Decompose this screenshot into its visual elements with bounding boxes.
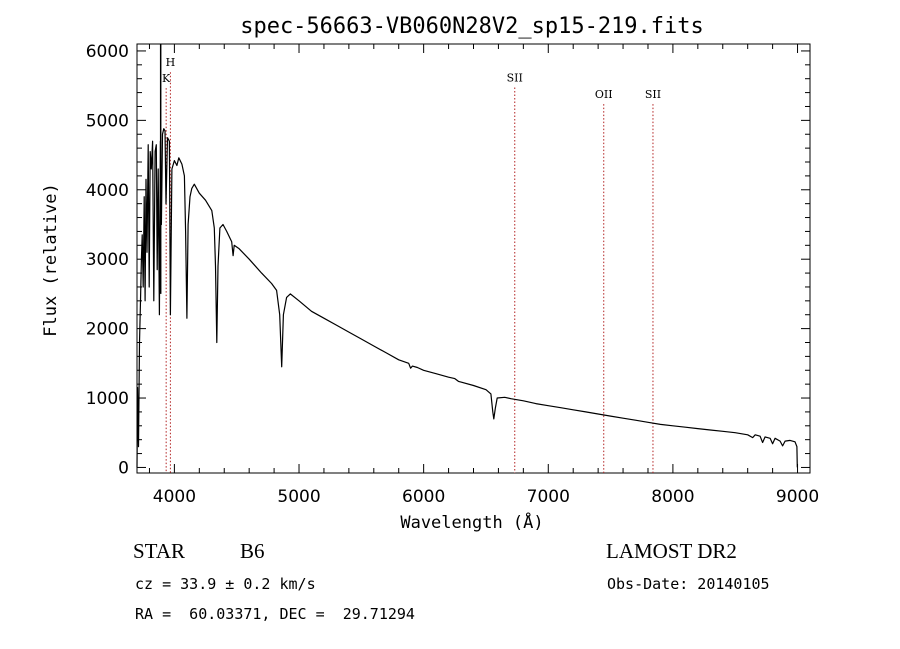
spectrum-line <box>136 128 798 468</box>
x-tick-label: 8000 <box>651 487 694 507</box>
y-tick-label: 5000 <box>86 111 129 131</box>
y-axis-label: Flux (relative) <box>41 183 61 337</box>
x-axis-label: Wavelength (Å) <box>400 511 543 533</box>
survey-label: LAMOST DR2 <box>606 539 737 563</box>
x-tick-label: 4000 <box>153 487 196 507</box>
y-tick-label: 3000 <box>86 250 129 270</box>
coordinates-text: RA = 60.03371, DEC = 29.71294 <box>135 605 415 623</box>
x-tick-label: 9000 <box>776 487 819 507</box>
obs-date-text: Obs-Date: 20140105 <box>607 575 770 593</box>
x-axis: 4000 5000 6000 7000 8000 9000 <box>148 44 819 507</box>
line-marker-label: H <box>166 56 176 69</box>
x-tick-label: 5000 <box>277 487 320 507</box>
subclass-label: B6 <box>240 539 265 563</box>
y-axis: 0 1000 2000 3000 4000 5000 6000 <box>86 42 810 478</box>
y-tick-label: 4000 <box>86 181 129 201</box>
redshift-text: cz = 33.9 ± 0.2 km/s <box>135 575 316 593</box>
y-tick-label: 6000 <box>86 42 129 62</box>
class-label: STAR <box>133 539 185 563</box>
y-tick-label: 2000 <box>86 320 129 340</box>
x-tick-label: 6000 <box>402 487 445 507</box>
x-tick-label: 7000 <box>527 487 570 507</box>
y-tick-label: 1000 <box>86 389 129 409</box>
line-marker-label: SII <box>645 88 661 101</box>
line-marker-label: SII <box>507 71 523 84</box>
plot-frame <box>136 43 811 474</box>
emission-line-markers: HK SII OII SII <box>162 56 661 473</box>
y-tick-label: 0 <box>118 458 129 478</box>
line-marker-label: OII <box>595 88 613 101</box>
line-marker-label: K <box>162 72 171 85</box>
spectrum-series <box>136 44 798 468</box>
chart-title: spec-56663-VB060N28V2_sp15-219.fits <box>240 14 704 39</box>
